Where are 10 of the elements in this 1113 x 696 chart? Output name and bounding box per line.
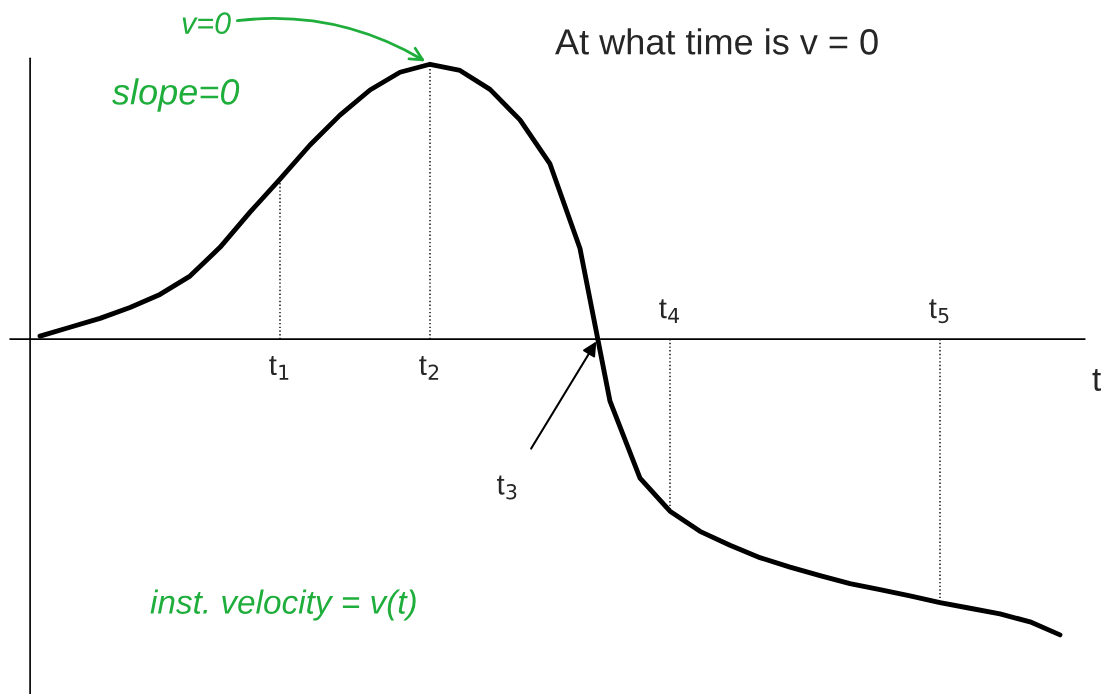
annotation: v=0 — [182, 12, 231, 35]
x-tick-label: t$_{5}$ — [929, 299, 949, 324]
annotation: slope=0 — [112, 78, 240, 112]
annotation: t$_{3}$ — [497, 475, 517, 500]
x-axis-title: t — [1092, 369, 1102, 391]
annotation: inst. velocity = v(t) — [150, 589, 416, 621]
x-tick-label: t$_{4}$ — [659, 299, 679, 323]
x-tick-label: t$_{1}$ — [269, 356, 289, 380]
x-tick-label: t$_{2}$ — [419, 356, 439, 380]
chart-title: At what time is v = 0 — [555, 28, 878, 55]
